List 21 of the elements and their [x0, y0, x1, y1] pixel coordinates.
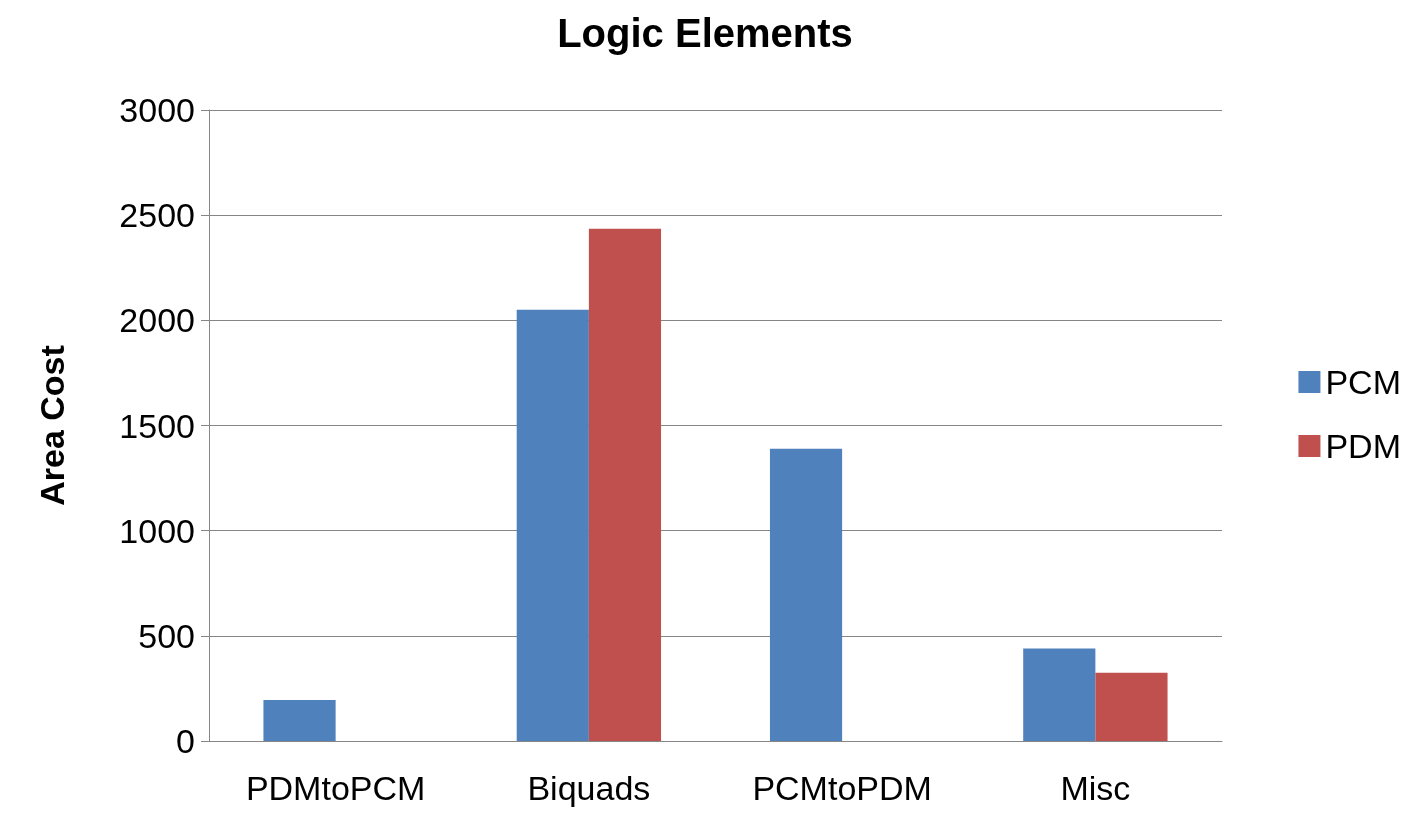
bar — [516, 309, 589, 741]
bar — [263, 699, 336, 741]
y-tick-label: 2000 — [119, 301, 195, 340]
x-tick-label: PCMtoPDM — [752, 769, 932, 807]
y-tick-label: 2500 — [119, 196, 195, 235]
y-tick-label: 0 — [176, 722, 195, 760]
y-tick-label: 1000 — [119, 511, 195, 550]
y-tick-label: 500 — [138, 616, 195, 655]
chart-title: Logic Elements — [557, 11, 853, 55]
y-axis-title: Area Cost — [33, 345, 71, 506]
x-tick-label: Biquads — [527, 769, 651, 807]
x-tick-label: Misc — [1060, 769, 1131, 807]
bar — [1095, 672, 1168, 741]
bar — [1023, 648, 1096, 741]
legend-label: PCM — [1325, 363, 1402, 401]
bar — [588, 228, 662, 741]
x-tick-label: PDMtoPCM — [245, 769, 426, 807]
y-tick-label: 1500 — [119, 406, 195, 445]
y-tick-label: 3000 — [119, 91, 195, 129]
legend-label: PDM — [1325, 427, 1402, 465]
bar — [769, 448, 843, 741]
